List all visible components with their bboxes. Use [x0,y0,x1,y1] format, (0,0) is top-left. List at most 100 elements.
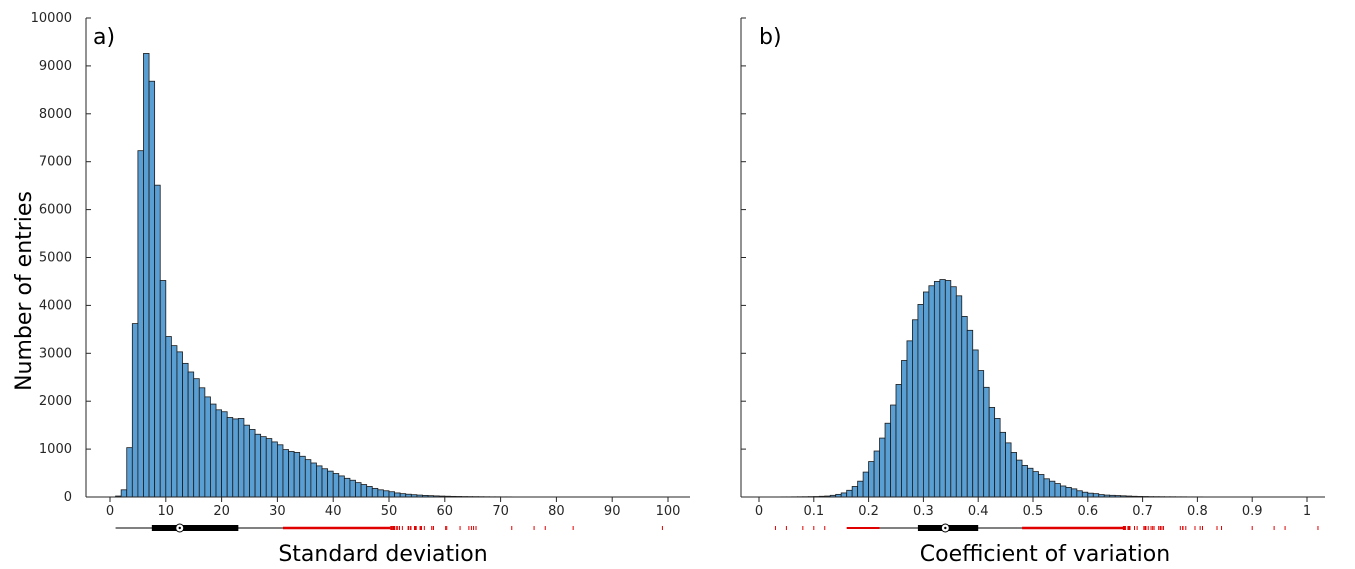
histogram-bar [332,473,340,498]
histogram-bar [901,360,908,498]
x-tick-label: 0.9 [1242,504,1263,519]
histogram-bar [399,493,407,498]
y-tick-label: 3000 [39,346,72,361]
boxplot-median-dot [178,526,181,530]
histogram-bar [906,340,913,498]
histogram-bar [988,407,996,498]
histogram-bar [215,409,223,498]
x-tick-label: 1 [1303,504,1311,519]
x-tick-label: 10 [158,504,175,519]
histogram-bar [1076,490,1083,498]
x-tick-label: 80 [548,504,565,519]
x-tick-label: 0 [755,504,763,519]
histogram-bar [1065,487,1072,498]
panel-a-y-ticks: 0 1000 2000 3000 4000 5000 6000 7000 8000 9000 100… [31,11,91,505]
y-tick-label: 9000 [39,59,72,74]
histogram-bar [1087,492,1094,498]
histogram-bar [873,450,880,498]
histogram-bar [338,475,345,498]
x-tick-label: 0.4 [968,504,989,519]
histogram-bar [1010,452,1017,498]
panel-b-label: b) [759,25,782,50]
histogram-bar [944,280,952,498]
x-tick-label: 0.3 [913,504,934,519]
histogram-bar [1070,488,1078,498]
histogram-bar [939,279,946,498]
histogram-bar [917,304,924,498]
histogram-bar [327,470,334,498]
x-tick-label: 60 [437,504,454,519]
panel-b-x-axis-title: Coefficient of variation [920,542,1170,567]
histogram-bar [388,491,395,498]
panel-b-bars [769,279,1324,498]
histogram-bar [154,184,161,498]
x-tick-label: 30 [269,504,286,519]
histogram-bar [126,447,133,498]
x-tick-label: 0.7 [1132,504,1153,519]
histogram-bar [1032,471,1039,498]
histogram-bar [1021,464,1028,498]
histogram-bar [260,436,267,498]
x-tick-label: 20 [213,504,230,519]
histogram-bar [966,329,974,498]
panel-a-bars [115,53,669,498]
histogram-bar [923,291,930,498]
x-tick-label: 90 [604,504,621,519]
histogram-bar [321,468,329,498]
histogram-bar [210,403,217,498]
histogram-bar [884,422,891,498]
panel-b-histogram: 0 0.1 0.2 0.3 0.4 0.5 0.6 0.7 0.8 0.9 1 b) Coeffic… [740,17,1325,567]
y-tick-label: 6000 [39,203,72,218]
y-tick-label: 1000 [39,442,72,457]
histogram-bar [862,471,869,498]
histogram-bar [895,384,902,498]
histogram-bar [1038,474,1045,498]
histogram-bar [299,455,306,498]
x-tick-label: 100 [656,504,681,519]
histogram-bar [226,417,234,498]
panel-b-x-ticks: 0 0.1 0.2 0.3 0.4 0.5 0.6 0.7 0.8 0.9 1 [755,497,1311,519]
histogram-bar [316,465,323,498]
histogram-bar [1016,459,1023,498]
histogram-bar [120,489,128,498]
histogram-bar [276,444,284,498]
histogram-bar [851,486,859,498]
x-tick-label: 40 [325,504,342,519]
panel-a-boxplot [115,523,663,533]
histogram-bar [1092,493,1100,498]
histogram-bar [265,438,273,498]
histogram-bar [148,80,156,498]
y-axis-title: Number of entries [12,191,37,391]
x-tick-label: 50 [381,504,398,519]
histogram-bar [232,418,239,498]
histogram-bar [249,429,256,498]
histogram-bar [846,489,853,498]
histogram-bar [360,484,368,498]
panel-a-histogram: 0100020003000400050006000700080009000100… [12,11,690,567]
histogram-bar [972,349,979,498]
histogram-bar [950,286,957,498]
histogram-bar [868,461,875,498]
y-tick-label: 0 [64,490,72,505]
histogram-bar [394,492,401,498]
histogram-bar [1081,491,1089,498]
histogram-bar [955,295,963,498]
histogram-bar [355,482,362,498]
histogram-bar [254,433,262,498]
panel-a-x-axis-title: Standard deviation [278,542,487,567]
x-tick-label: 0.1 [803,504,824,519]
boxplot-median-dot [944,526,947,530]
x-tick-label: 0.2 [858,504,879,519]
histogram-bar [1027,467,1034,498]
histogram-bar [1005,442,1012,498]
y-tick-label: 8000 [39,107,72,122]
panel-b-y-ticks [741,17,746,498]
x-tick-label: 0 [106,504,114,519]
y-tick-label: 10000 [31,11,72,26]
histogram-bar [271,441,278,498]
histogram-bar [977,370,985,498]
histogram-bar [840,492,848,498]
histogram-bar [1060,485,1067,498]
histogram-bar [193,378,200,498]
